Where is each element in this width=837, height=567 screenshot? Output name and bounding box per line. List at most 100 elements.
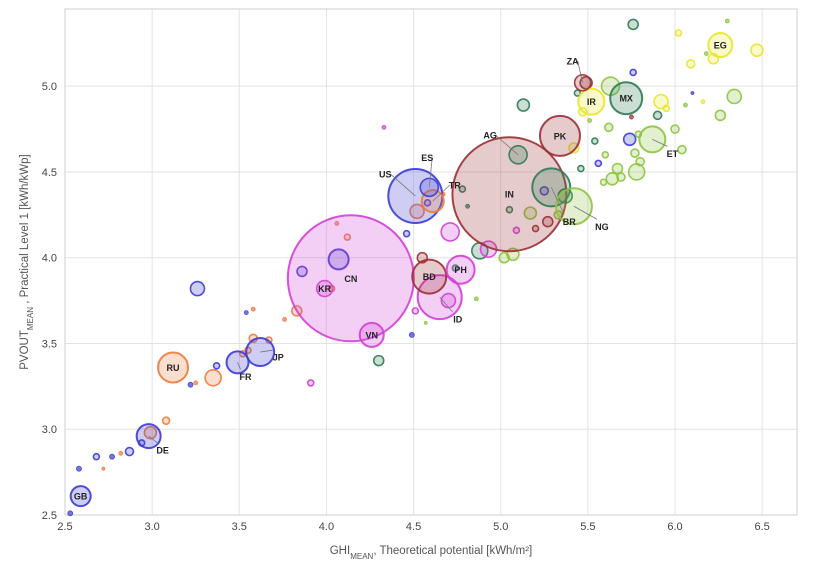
data-point [714,109,727,122]
leader-line-ng [573,205,598,220]
x-tick-label: 4.5 [406,521,421,533]
bubble-kr [315,279,334,298]
data-point [677,144,687,155]
bubble-eg [707,32,734,59]
bubble-ir [577,87,606,116]
data-point [193,380,199,386]
data-point [451,264,460,272]
bubble-ph [445,254,476,285]
label-us: US [379,169,392,179]
label-ru: RU [167,363,180,373]
data-point [343,233,352,241]
label-za: ZA [567,56,579,66]
y-axis-label-suffix: , Practical Level 1 [kWh/kWp] [19,154,31,307]
data-point [76,465,82,472]
bubble-pk [538,114,581,157]
x-tick-label: 4.0 [319,521,334,533]
y-axis-label: PVOUTMEAN , Practical Level 1 [kWh/kWp] [19,154,35,370]
leader-line-es [428,157,433,188]
y-tick-label: 4.0 [42,253,57,265]
data-point [539,186,550,196]
leader-line-id [439,296,454,313]
data-point [423,320,428,325]
data-point [703,51,709,56]
y-tick-label: 4.5 [42,167,57,179]
data-point [629,68,637,77]
data-point [381,124,387,130]
y-axis-label-prefix: PVOUT [19,330,31,370]
leader-line-fr [237,362,241,370]
label-kr: KR [318,284,331,294]
data-point [750,43,764,57]
data-point [577,164,585,173]
label-pk: PK [554,131,567,141]
data-point [143,425,158,440]
data-point [594,159,603,168]
label-layer: GB DE RU FR JP CN KR VN US ES TR BD PH ID IN AG PK BR NG ZA… [74,41,727,502]
data-point [189,280,206,297]
data-point [67,510,74,517]
data-point [458,185,467,193]
data-point [473,296,479,302]
data-point [599,178,608,187]
data-point [212,361,221,370]
data-point [440,222,460,242]
label-ng: NG [595,222,609,232]
y-tick-label: 2.5 [42,510,57,522]
leader-line-et [652,138,668,147]
data-point [282,317,288,322]
bubble-vn [358,321,385,348]
data-point [662,104,671,113]
data-point [306,379,315,387]
x-axis-label: GHIMEAN, Theoretical potential [kWh/m²] [330,545,533,561]
label-eg: EG [714,41,727,51]
data-point [465,203,471,209]
data-point [685,59,696,69]
data-point [622,132,637,147]
data-point [408,331,415,338]
data-point [627,163,646,181]
data-point [627,18,639,31]
x-tick-label: 2.5 [57,521,72,533]
data-point [541,215,554,228]
leader-line-jp [260,349,274,353]
y-tick-label: 5.0 [42,81,57,93]
data-point [334,221,340,226]
y-tick-label: 3.0 [42,424,57,436]
data-point [327,248,350,271]
data-point [635,156,645,167]
data-point [630,148,640,158]
data-point [603,122,614,133]
data-point [101,466,106,471]
label-tr: TR [449,181,461,191]
label-bd: BD [423,272,436,282]
data-point [726,88,743,105]
data-point [683,102,688,108]
data-point [629,114,634,120]
label-cn: CN [344,274,357,284]
data-point [568,142,580,154]
bubble-ru [157,351,190,384]
y-axis-ticks: 2.5 3.0 3.5 4.0 4.5 5.0 [42,81,57,522]
data-point [161,416,171,425]
data-point [670,124,680,134]
data-point [611,162,624,175]
leader-line-ag [494,134,519,156]
data-point [690,91,695,95]
data-point [724,18,730,24]
data-point [498,251,511,264]
data-point [674,29,683,37]
label-ph: PH [454,265,467,275]
x-tick-label: 3.5 [232,521,247,533]
data-point [109,453,115,460]
x-axis-label-suffix: , Theoretical potential [kWh/m²] [373,545,532,557]
label-mx: MX [619,94,633,104]
bubble-mx [609,81,644,116]
data-point [243,310,249,316]
label-es: ES [421,153,433,163]
data-point [411,307,420,315]
label-fr: FR [240,372,252,382]
label-id: ID [453,315,463,325]
leader-line-de [148,435,158,444]
